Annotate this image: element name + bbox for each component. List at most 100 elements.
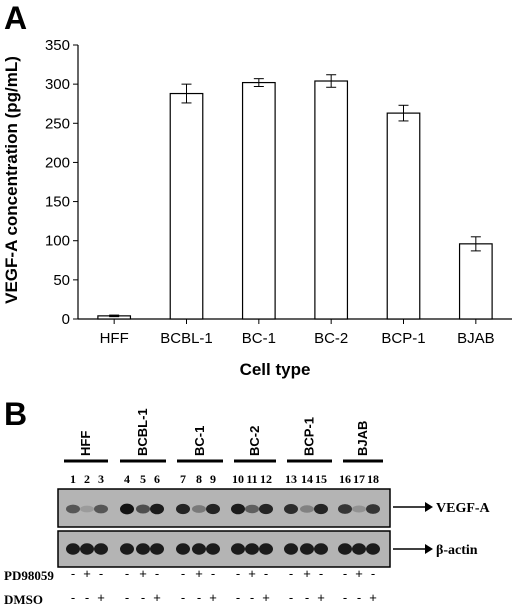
blot-band: [150, 503, 164, 515]
blot-band: [176, 503, 190, 515]
minus-sign: -: [289, 566, 293, 581]
vegf-blot-strip: [57, 488, 391, 528]
lane-number: 3: [98, 472, 104, 486]
blot-band: [300, 543, 314, 555]
plus-sign: +: [248, 566, 256, 581]
minus-sign: -: [125, 566, 129, 581]
treatment-label: PD98059: [4, 568, 54, 583]
lane-number: 8: [196, 472, 202, 486]
y-tick-label: 150: [45, 194, 70, 211]
actin-blot-strip: [57, 530, 391, 568]
minus-sign: -: [343, 590, 347, 605]
blot-band: [314, 503, 328, 515]
blot-band: [66, 543, 80, 555]
y-tick-label: 200: [45, 154, 70, 171]
lane-number: 11: [246, 472, 257, 486]
x-tick-label: BC-1: [242, 330, 276, 347]
y-tick-label: 350: [45, 37, 70, 54]
minus-sign: -: [85, 590, 89, 605]
blot-band: [136, 543, 150, 555]
minus-sign: -: [289, 590, 293, 605]
blot-group-label: BCP-1: [302, 417, 317, 456]
minus-sign: -: [357, 590, 361, 605]
minus-sign: -: [211, 566, 215, 581]
plus-sign: +: [303, 566, 311, 581]
plus-sign: +: [369, 590, 377, 605]
blot-band: [284, 543, 298, 555]
blot-band: [284, 503, 298, 515]
minus-sign: -: [371, 566, 375, 581]
bar-bcp-1: [386, 112, 421, 320]
lane-number: 12: [260, 472, 272, 486]
minus-sign: -: [181, 590, 185, 605]
plus-sign: +: [153, 590, 161, 605]
blot-band: [245, 504, 259, 514]
blot-band: [192, 505, 206, 513]
minus-sign: -: [71, 566, 75, 581]
lane-number: 4: [124, 472, 130, 486]
lane-number: 18: [367, 472, 379, 486]
minus-sign: -: [141, 590, 145, 605]
lane-number: 5: [140, 472, 146, 486]
blot-band: [352, 543, 366, 555]
y-tick-label: 300: [45, 76, 70, 93]
x-tick-label: BC-2: [314, 330, 348, 347]
minus-sign: -: [236, 590, 240, 605]
minus-sign: -: [305, 590, 309, 605]
minus-sign: -: [264, 566, 268, 581]
lane-number: 7: [180, 472, 186, 486]
lane-number: 16: [339, 472, 351, 486]
blot-group-label: BJAB: [355, 421, 370, 456]
blot-band: [80, 505, 94, 513]
lane-number: 13: [285, 472, 297, 486]
lane-number: 2: [84, 472, 90, 486]
blot-band: [366, 504, 380, 514]
blot-band: [136, 504, 150, 514]
x-tick-label: BCP-1: [381, 330, 425, 347]
blot-band: [94, 543, 108, 555]
blot-band-labels: VEGF-A β-actin: [393, 501, 491, 558]
blot-band: [352, 505, 366, 513]
lane-number: 15: [315, 472, 327, 486]
plus-sign: +: [139, 566, 147, 581]
x-tick-label: BCBL-1: [160, 330, 213, 347]
blot-strips: [57, 488, 391, 568]
treatment-label: DMSO: [4, 592, 43, 607]
x-axis-title: Cell type: [240, 360, 311, 379]
lane-number: 6: [154, 472, 160, 486]
bar-bc-1: [241, 81, 276, 320]
minus-sign: -: [155, 566, 159, 581]
minus-sign: -: [181, 566, 185, 581]
y-tick-label: 250: [45, 115, 70, 132]
lane-number: 10: [232, 472, 244, 486]
bar-bcbl-1: [169, 92, 204, 320]
vegf-arrow-head: [425, 502, 433, 512]
lane-number: 14: [301, 472, 313, 486]
blot-group-label: BCBL-1: [135, 408, 150, 456]
plus-sign: +: [195, 566, 203, 581]
actin-band-label: β-actin: [436, 543, 478, 558]
panel-b-label: B: [4, 396, 28, 432]
blot-lane-numbers: 1 2 3 4 5 6 7 8 9 10 11 12 13 14 15 16 17 18: [70, 472, 379, 486]
minus-sign: -: [319, 566, 323, 581]
plus-sign: +: [355, 566, 363, 581]
blot-group-label: BC-1: [192, 426, 207, 456]
minus-sign: -: [236, 566, 240, 581]
minus-sign: -: [71, 590, 75, 605]
blot-group-labels: HFF BCBL-1 BC-1 BC-2 BCP-1 BJAB: [64, 408, 383, 463]
blot-band: [338, 543, 352, 555]
x-axis: HFF BCBL-1 BC-1 BC-2 BCP-1 BJAB: [78, 318, 512, 347]
plus-sign: +: [262, 590, 270, 605]
actin-arrow-head: [425, 544, 433, 554]
blot-band: [259, 503, 273, 515]
lane-number: 1: [70, 472, 76, 486]
blot-band: [120, 543, 134, 555]
blot-group-label: HFF: [78, 431, 93, 456]
y-tick-label: 0: [62, 311, 70, 328]
minus-sign: -: [197, 590, 201, 605]
blot-band: [231, 503, 245, 515]
minus-sign: -: [343, 566, 347, 581]
plus-sign: +: [317, 590, 325, 605]
blot-band: [206, 503, 220, 515]
